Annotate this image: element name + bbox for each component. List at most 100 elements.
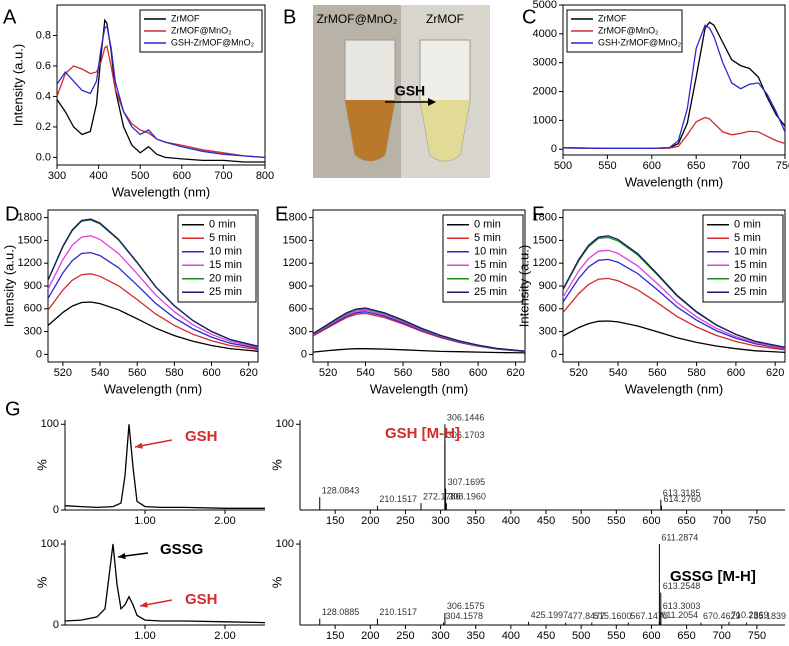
y-tick-label: 600 <box>289 303 307 315</box>
legend-label: 15 min <box>474 259 507 271</box>
legend-label: 15 min <box>734 259 767 271</box>
annotation: GSH <box>185 428 218 445</box>
plot-frame <box>56 4 266 166</box>
y-tick-label: 4000 <box>533 28 557 40</box>
y-tick-label: 100 <box>41 538 59 550</box>
x-tick-label: 400 <box>502 515 520 527</box>
x-tick-label: 500 <box>572 630 590 642</box>
x-tick-label: 550 <box>607 630 625 642</box>
y-tick-label: 2000 <box>533 85 557 97</box>
legend-label: 5 min <box>209 232 236 244</box>
series-line <box>312 307 526 352</box>
peak-label: 210.1517 <box>379 607 417 617</box>
x-tick-label: 600 <box>469 367 487 379</box>
y-tick-label: 1200 <box>533 257 557 269</box>
x-tick-label: 650 <box>677 515 695 527</box>
legend-label: 25 min <box>209 286 242 298</box>
legend-label: 10 min <box>474 246 507 258</box>
x-axis-label: Wavelength (nm) <box>104 381 203 396</box>
x-tick-label: 150 <box>326 515 344 527</box>
y-tick-label: 0 <box>301 348 307 360</box>
peak-label: 611.2054 <box>661 610 698 620</box>
y-tick-label: 5000 <box>533 0 557 11</box>
x-tick-label: 800 <box>256 170 274 182</box>
series-line <box>64 543 266 624</box>
x-tick-label: 150 <box>326 630 344 642</box>
series-line <box>47 235 259 348</box>
legend-label: 5 min <box>474 232 501 244</box>
legend-label: 5 min <box>734 232 761 244</box>
series-line <box>56 18 265 163</box>
x-tick-label: 2.00 <box>214 630 235 642</box>
peak-label: 613.3185 <box>663 488 701 498</box>
panel-label: B <box>283 6 296 28</box>
peak-label: 306.1446 <box>447 413 485 423</box>
annotation: GSH [M-H] <box>385 425 460 442</box>
series-line <box>47 301 259 352</box>
panel-label: A <box>3 6 17 28</box>
peak-label: 272.1786 <box>423 492 461 502</box>
x-tick-label: 580 <box>165 367 183 379</box>
tube-label: ZrMOF@MnO₂ <box>317 12 398 26</box>
y-axis-label: % <box>269 576 284 588</box>
peak-label: 710.2869 <box>731 610 769 620</box>
peak-label: 128.0885 <box>322 607 360 617</box>
y-tick-label: 0.8 <box>36 29 51 41</box>
y-tick-label: 1500 <box>18 234 42 246</box>
legend-label: 0 min <box>734 219 761 231</box>
peak-label: 425.1997 <box>531 610 569 620</box>
legend-label: 10 min <box>209 246 242 258</box>
x-tick-label: 650 <box>687 160 705 172</box>
peak-label: 614.2760 <box>663 494 701 504</box>
y-tick-label: 1500 <box>533 234 557 246</box>
photo: GSH ZrMOF@MnO₂ ZrMOF B <box>283 5 490 178</box>
x-tick-label: 560 <box>648 367 666 379</box>
x-tick-label: 540 <box>356 367 374 379</box>
y-tick-label: 1500 <box>283 234 307 246</box>
series-line <box>56 44 266 159</box>
annotation-arrow-head <box>140 601 148 608</box>
x-tick-label: 400 <box>89 170 107 182</box>
legend-label: ZrMOF@MnO₂ <box>598 25 659 35</box>
y-axis-label: Intensity (a.u.) <box>1 245 16 327</box>
x-tick-label: 450 <box>537 515 555 527</box>
panel-label: G <box>5 398 21 420</box>
peak-label: 128.0843 <box>322 486 360 496</box>
peak-label: 611.2874 <box>661 532 698 542</box>
x-tick-label: 200 <box>361 630 379 642</box>
y-tick-label: 1000 <box>533 114 557 126</box>
legend-label: 20 min <box>209 273 242 285</box>
x-tick-label: 620 <box>240 367 258 379</box>
arrow-label: GSH <box>395 83 425 99</box>
tube-label: ZrMOF <box>426 12 464 26</box>
x-axis-label: Wavelength (nm) <box>625 174 724 189</box>
peak-label: 307.1695 <box>448 477 486 487</box>
x-tick-label: 300 <box>48 170 66 182</box>
y-tick-label: 900 <box>539 280 557 292</box>
series-line <box>64 424 265 509</box>
x-tick-label: 1.00 <box>134 630 155 642</box>
x-tick-label: 750 <box>748 630 766 642</box>
y-tick-label: 1800 <box>533 212 557 224</box>
x-tick-label: 600 <box>173 170 191 182</box>
y-tick-label: 1800 <box>283 212 307 224</box>
annotation-arrow-head <box>118 552 126 560</box>
x-tick-label: 550 <box>607 515 625 527</box>
x-tick-label: 700 <box>731 160 749 172</box>
legend-label: 25 min <box>474 286 507 298</box>
peak-label: 308.1960 <box>448 492 486 502</box>
arrow-head <box>428 98 436 106</box>
y-tick-label: 1200 <box>283 257 307 269</box>
plot-frame <box>562 4 786 156</box>
legend-box <box>442 214 524 303</box>
x-tick-label: 1.00 <box>134 515 155 527</box>
peak-label: 515.1600 <box>594 611 632 621</box>
x-tick-label: 600 <box>642 630 660 642</box>
x-tick-label: 450 <box>537 630 555 642</box>
x-axis-label: Wavelength (nm) <box>370 381 469 396</box>
legend-label: ZrMOF <box>171 13 200 23</box>
x-tick-label: 300 <box>431 630 449 642</box>
x-tick-label: 600 <box>643 160 661 172</box>
series-line <box>562 277 786 351</box>
